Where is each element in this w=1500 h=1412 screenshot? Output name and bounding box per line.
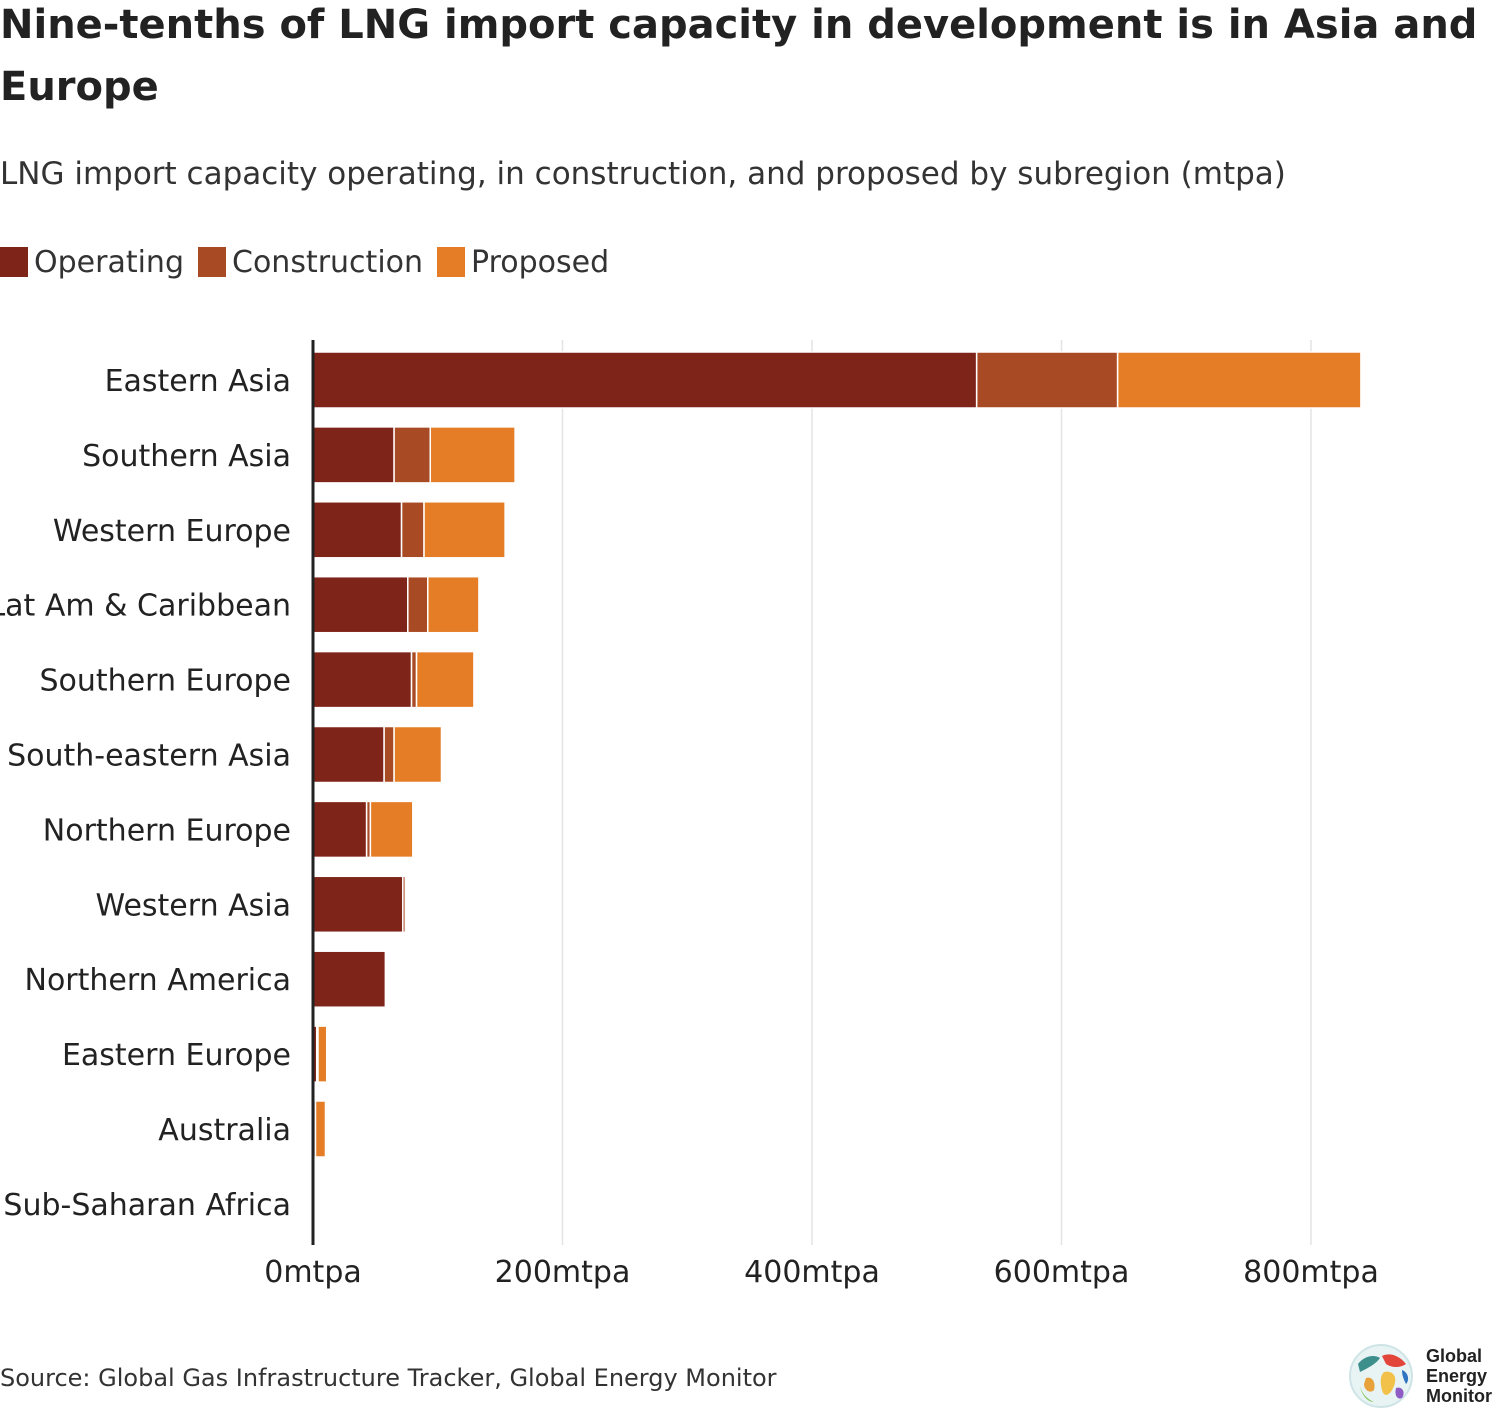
category-label-australia: Australia: [158, 1113, 291, 1148]
category-label-northern-america: Northern America: [25, 963, 291, 998]
bar-eastern-asia-proposed[interactable]: [1116, 351, 1362, 409]
bar-eastern-asia-construction[interactable]: [975, 351, 1119, 409]
legend-swatch-proposed: [437, 247, 466, 277]
logo-line-2: Energy: [1426, 1366, 1488, 1386]
legend-swatch-construction: [198, 247, 226, 277]
category-label-western-europe: Western Europe: [53, 514, 291, 549]
gem-logo: Global Energy Monitor: [1346, 1342, 1500, 1408]
bar-western-europe-proposed[interactable]: [423, 501, 506, 559]
bar-western-europe-construction[interactable]: [400, 501, 425, 559]
chart-subtitle: LNG import capacity operating, in constr…: [0, 156, 1286, 192]
category-label-lat-am-caribbean: Lat Am & Caribbean: [0, 589, 291, 624]
bar-western-asia-construction[interactable]: [402, 875, 407, 934]
bar-sub-saharan-africa-proposed[interactable]: [314, 1175, 318, 1233]
x-tick-label-800: 800mtpa: [1243, 1255, 1379, 1290]
logo-text: Global Energy Monitor: [1426, 1346, 1492, 1406]
source-note: Source: Global Gas Infrastructure Tracke…: [0, 1364, 777, 1392]
bar-southern-asia-proposed[interactable]: [429, 426, 516, 484]
bar-eastern-asia-operating[interactable]: [312, 351, 978, 409]
legend-swatch-operating: [0, 247, 28, 277]
logo-line-3: Monitor: [1426, 1386, 1492, 1406]
bar-south-eastern-asia-proposed[interactable]: [393, 725, 443, 784]
legend: Operating Construction Proposed: [0, 240, 623, 284]
legend-label-construction: Construction: [232, 244, 424, 280]
category-label-eastern-asia: Eastern Asia: [105, 364, 291, 399]
category-label-southern-asia: Southern Asia: [82, 439, 291, 474]
bar-australia-proposed[interactable]: [314, 1100, 327, 1158]
bar-lat-am-caribbean-operating[interactable]: [312, 575, 409, 634]
globe-icon: [1349, 1344, 1413, 1408]
x-tick-label-0: 0mtpa: [264, 1255, 362, 1290]
bar-northern-america-operating[interactable]: [312, 950, 387, 1008]
x-tick-label-200: 200mtpa: [495, 1255, 631, 1290]
legend-label-operating: Operating: [34, 244, 184, 280]
x-tick-label-600: 600mtpa: [994, 1255, 1130, 1290]
bar-northern-europe-proposed[interactable]: [369, 800, 414, 859]
legend-label-proposed: Proposed: [471, 244, 610, 280]
bar-lat-am-caribbean-construction[interactable]: [407, 575, 429, 634]
bar-southern-europe-operating[interactable]: [312, 650, 413, 709]
bar-western-asia-operating[interactable]: [312, 875, 404, 934]
category-label-northern-europe: Northern Europe: [43, 813, 291, 848]
legend-item-construction[interactable]: Construction: [198, 245, 423, 280]
bars: [312, 351, 1362, 1233]
bar-south-eastern-asia-construction[interactable]: [383, 725, 395, 784]
x-tick-label-400: 400mtpa: [744, 1255, 880, 1290]
category-label-southern-europe: Southern Europe: [40, 664, 292, 699]
legend-item-proposed[interactable]: Proposed: [437, 245, 609, 280]
category-labels: Eastern Asia Southern Asia Western Europe L…: [0, 364, 291, 1223]
bar-southern-europe-proposed[interactable]: [415, 650, 475, 709]
bar-western-europe-operating[interactable]: [312, 501, 403, 559]
category-label-south-eastern-asia: South-eastern Asia: [7, 739, 291, 774]
category-label-western-asia: Western Asia: [96, 888, 291, 923]
logo-line-1: Global: [1426, 1346, 1483, 1366]
stacked-bar-chart: Eastern Asia Southern Asia Western Europe L…: [0, 340, 1379, 1290]
category-label-sub-saharan-africa: Sub-Saharan Africa: [3, 1188, 291, 1223]
bar-lat-am-caribbean-proposed[interactable]: [427, 575, 480, 634]
category-label-eastern-europe: Eastern Europe: [62, 1038, 291, 1073]
legend-item-operating[interactable]: Operating: [0, 245, 184, 280]
x-tick-labels: 0mtpa 200mtpa 400mtpa 600mtpa 800mtpa: [264, 1255, 1379, 1290]
bar-southern-asia-operating[interactable]: [312, 426, 395, 484]
bar-south-eastern-asia-operating[interactable]: [312, 725, 385, 784]
bar-southern-asia-construction[interactable]: [393, 426, 432, 484]
chart-title: Nine-tenths of LNG import capacity in de…: [0, 2, 1478, 110]
bar-eastern-europe-proposed[interactable]: [317, 1025, 328, 1083]
bar-northern-europe-operating[interactable]: [312, 800, 368, 859]
gridlines: [561, 340, 1312, 1245]
